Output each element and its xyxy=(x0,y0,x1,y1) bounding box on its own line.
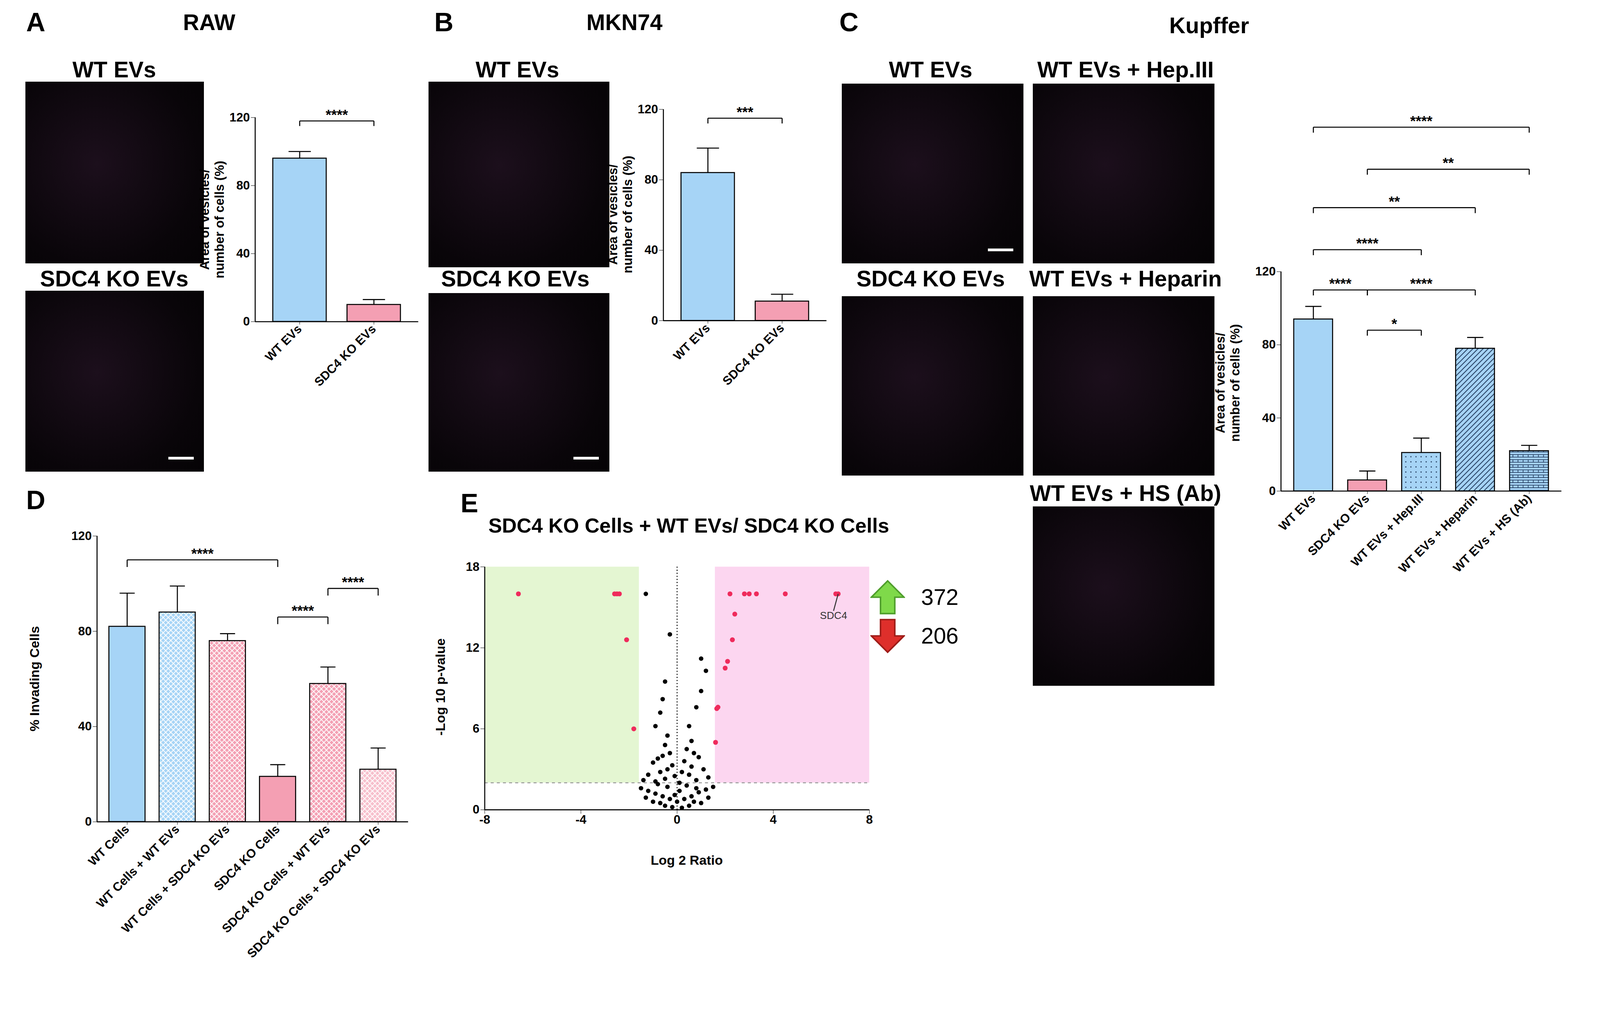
svg-text:0: 0 xyxy=(472,802,480,817)
html-text:WT EVs: WT EVs xyxy=(72,56,157,82)
svg-text:****: **** xyxy=(325,107,349,124)
svg-text:-8: -8 xyxy=(479,812,491,827)
html-text:206: 206 xyxy=(921,623,959,649)
svg-text:WT Cells + SDC4 KO EVs: WT Cells + SDC4 KO EVs xyxy=(119,821,233,936)
svg-text:****: **** xyxy=(191,545,215,562)
html-text:WT EVs: WT EVs xyxy=(475,56,560,82)
html-text:Area of vesicles/ number of ce: Area of vesicles/ number of cells (%) xyxy=(1212,323,1242,442)
svg-text:*: * xyxy=(1391,316,1398,333)
html-text:C: C xyxy=(839,7,859,37)
html-text:A: A xyxy=(26,7,46,37)
svg-text:120: 120 xyxy=(229,110,250,125)
html-text:WT EVs + Hep.III: WT EVs + Hep.III xyxy=(1037,56,1214,82)
svg-text:****: **** xyxy=(1328,276,1352,293)
svg-text:WT EVs + Hep.III: WT EVs + Hep.III xyxy=(1348,491,1426,570)
svg-text:WT EVs: WT EVs xyxy=(1276,491,1318,534)
html-text:Log 2 Ratio: Log 2 Ratio xyxy=(650,852,723,868)
html-text:B: B xyxy=(434,7,454,37)
svg-text:****: **** xyxy=(1410,113,1433,130)
svg-text:0: 0 xyxy=(243,314,250,329)
svg-text:SDC4: SDC4 xyxy=(819,609,848,622)
html-text:WT EVs + HS (Ab): WT EVs + HS (Ab) xyxy=(1029,480,1222,506)
svg-text:****: **** xyxy=(342,574,365,591)
html-text:WT EVs: WT EVs xyxy=(888,56,973,82)
svg-text:80: 80 xyxy=(1262,337,1276,352)
html-text:E: E xyxy=(460,488,479,518)
svg-text:40: 40 xyxy=(644,243,659,258)
svg-text:***: *** xyxy=(736,104,754,121)
svg-text:0: 0 xyxy=(673,812,681,827)
html-text:MKN74: MKN74 xyxy=(586,9,663,35)
html-text:SDC4 KO EVs: SDC4 KO EVs xyxy=(40,266,189,292)
svg-text:WT EVs: WT EVs xyxy=(262,321,305,364)
svg-text:18: 18 xyxy=(466,559,480,574)
svg-text:120: 120 xyxy=(71,528,92,543)
svg-text:****: **** xyxy=(291,603,315,620)
html-text:WT EVs + Heparin: WT EVs + Heparin xyxy=(1029,266,1222,292)
svg-text:6: 6 xyxy=(472,721,480,736)
html-text:372: 372 xyxy=(921,584,959,610)
svg-text:8: 8 xyxy=(866,812,873,827)
html-text:SDC4 KO Cells + WT EVs/ SDC4 K: SDC4 KO Cells + WT EVs/ SDC4 KO Cells xyxy=(488,514,890,537)
svg-text:SDC4 KO Cells + WT EVs: SDC4 KO Cells + WT EVs xyxy=(219,821,333,936)
svg-text:80: 80 xyxy=(644,172,659,187)
svg-text:****: **** xyxy=(1410,276,1433,293)
svg-text:WT EVs + HS (Ab): WT EVs + HS (Ab) xyxy=(1450,491,1534,575)
html-text:Kupffer: Kupffer xyxy=(1169,13,1250,39)
svg-text:120: 120 xyxy=(637,102,659,117)
svg-text:-4: -4 xyxy=(575,812,587,827)
html-text:% Invading Cells: % Invading Cells xyxy=(27,625,42,732)
html-text:Area of vesicles/ number of ce: Area of vesicles/ number of cells (%) xyxy=(605,155,635,274)
svg-text:40: 40 xyxy=(236,246,250,261)
svg-text:0: 0 xyxy=(1268,483,1276,498)
svg-text:SDC4 KO EVs: SDC4 KO EVs xyxy=(1304,491,1372,559)
svg-text:0: 0 xyxy=(651,313,659,328)
svg-text:80: 80 xyxy=(78,624,92,638)
html-text:RAW: RAW xyxy=(183,9,236,35)
svg-text:WT Cells: WT Cells xyxy=(85,821,132,868)
svg-text:80: 80 xyxy=(236,178,250,193)
svg-text:40: 40 xyxy=(1262,410,1276,425)
svg-text:**: ** xyxy=(1388,193,1400,210)
svg-text:****: **** xyxy=(1355,235,1379,252)
svg-text:4: 4 xyxy=(769,812,777,827)
svg-text:SDC4 KO EVs: SDC4 KO EVs xyxy=(719,321,787,388)
svg-text:SDC4 KO EVs: SDC4 KO EVs xyxy=(311,321,379,389)
svg-text:0: 0 xyxy=(85,814,92,829)
html-text:SDC4 KO EVs: SDC4 KO EVs xyxy=(441,266,590,292)
svg-text:WT EVs + Heparin: WT EVs + Heparin xyxy=(1395,491,1480,576)
html-text:SDC4 KO EVs: SDC4 KO EVs xyxy=(856,266,1005,292)
svg-text:SDC4 KO Cells + SDC4 KO EVs: SDC4 KO Cells + SDC4 KO EVs xyxy=(244,821,383,961)
html-text:Area of vesicles/ number of ce: Area of vesicles/ number of cells (%) xyxy=(197,160,227,279)
svg-text:WT Cells + WT EVs: WT Cells + WT EVs xyxy=(93,821,183,911)
svg-text:40: 40 xyxy=(78,719,92,734)
svg-text:**: ** xyxy=(1442,155,1454,172)
svg-text:120: 120 xyxy=(1255,264,1276,279)
svg-text:12: 12 xyxy=(466,640,480,655)
svg-text:WT EVs: WT EVs xyxy=(670,321,713,363)
html-text:-Log 10 p-value: -Log 10 p-value xyxy=(433,638,449,736)
html-text:D: D xyxy=(26,485,46,515)
